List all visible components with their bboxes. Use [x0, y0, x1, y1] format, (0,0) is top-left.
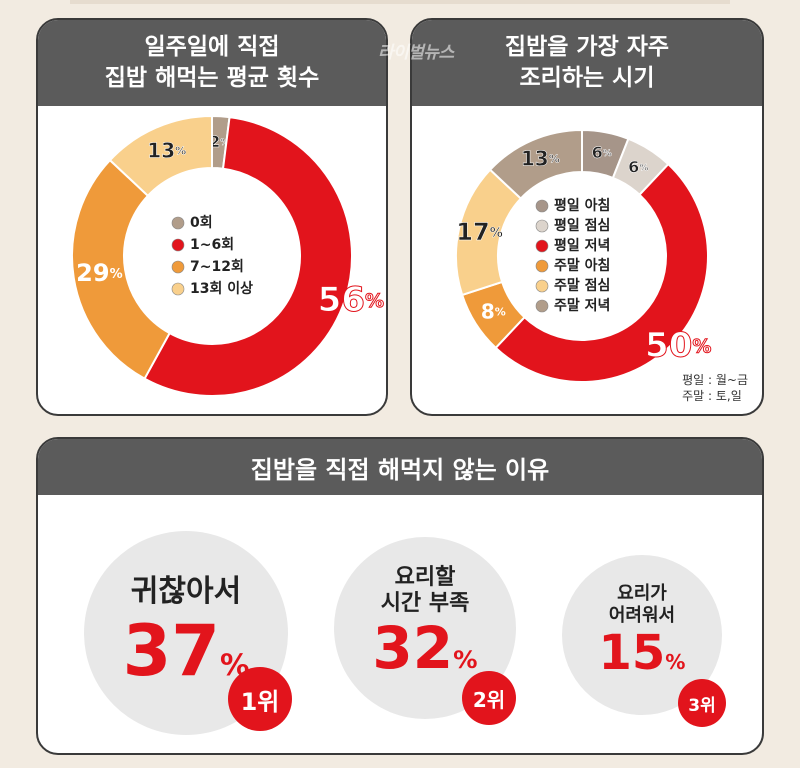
- frequency-donut-chart: 2% 56% 29% 13% 0회 1~6회 7~12회 13회 이상: [71, 114, 385, 397]
- slice-label-5: 13%: [521, 146, 560, 170]
- legend-label-1: 1~6회: [190, 237, 234, 253]
- legend-label-3: 주말 아침: [554, 257, 610, 274]
- slice-label-0: 2%: [209, 132, 229, 151]
- legend-swatch-0: [535, 199, 549, 213]
- legend-swatch-0: [171, 216, 185, 230]
- reason-label: 귀찮아서: [130, 574, 242, 609]
- top-divider: [70, 0, 730, 4]
- legend-swatch-3: [535, 259, 549, 273]
- weekly-frequency-panel: 일주일에 직접 집밥 해먹는 평균 횟수 2% 56% 29% 13% 0회 1~6회 7~…: [36, 18, 388, 416]
- slice-label-2: 29%: [76, 259, 122, 287]
- weekday-weekend-note: 평일 : 월~금 주말 : 토,일: [682, 372, 748, 404]
- panel-header: 집밥을 직접 해먹지 않는 이유: [38, 439, 762, 495]
- legend-label-3: 13회 이상: [190, 280, 253, 297]
- slice-label-3: 13%: [147, 138, 186, 162]
- legend-label-5: 주말 저녁: [554, 298, 610, 314]
- panel-header: 일주일에 직접 집밥 해먹는 평균 횟수: [38, 20, 386, 106]
- slice-label-4: 17%: [456, 218, 502, 246]
- panel-title-line1: 집밥을 가장 자주: [504, 34, 670, 60]
- legend-swatch-1: [171, 238, 185, 252]
- legend-label-4: 주말 점심: [554, 277, 610, 294]
- legend-label-0: 0회: [190, 215, 213, 231]
- donut-slice-5: [488, 128, 583, 200]
- note-line2: 주말 : 토,일: [682, 389, 742, 403]
- reason-label-line1: 요리할: [394, 565, 456, 590]
- slice-label-3: 8%: [481, 299, 506, 323]
- legend-label-2: 7~12회: [190, 259, 244, 275]
- slice-label-0: 6%: [592, 142, 612, 161]
- reasons-panel: 집밥을 직접 해먹지 않는 이유 귀찮아서 37% 1위 요리할 시간 부족 3…: [36, 437, 764, 755]
- rank-badge-3: 3위: [678, 679, 726, 727]
- rank-badge-2: 2위: [462, 671, 516, 725]
- donut-slice-3: [108, 114, 213, 198]
- panel-title-line2: 조리하는 시기: [519, 65, 655, 91]
- legend-label-1: 평일 점심: [554, 217, 610, 234]
- legend-swatch-1: [535, 219, 549, 233]
- panel-title: 집밥을 직접 해먹지 않는 이유: [250, 455, 550, 484]
- reason-label-line2: 시간 부족: [380, 591, 470, 616]
- reason-label-line2: 어려워서: [608, 604, 676, 626]
- slice-label-1: 56%: [318, 280, 384, 320]
- slice-label-1: 6%: [628, 157, 648, 176]
- reason-circle-3: 요리가 어려워서 15%: [562, 555, 722, 715]
- legend-label-0: 평일 아침: [554, 197, 610, 214]
- donut-slice-1: [143, 115, 353, 397]
- donut-slice-2: [494, 162, 709, 383]
- panel-title-line2: 집밥 해먹는 평균 횟수: [104, 65, 320, 91]
- legend-swatch-5: [535, 299, 549, 313]
- panel-title-line1: 일주일에 직접: [144, 34, 280, 60]
- slice-label-2: 50%: [645, 325, 711, 365]
- legend-swatch-3: [171, 282, 185, 296]
- legend-label-2: 평일 저녁: [554, 237, 610, 254]
- note-line1: 평일 : 월~금: [682, 373, 748, 387]
- panel-header: 집밥을 가장 자주 조리하는 시기: [412, 20, 762, 106]
- rank-badge-1: 1위: [228, 667, 292, 731]
- reason-percent: 32%: [372, 614, 478, 682]
- reason-label-line1: 요리가: [617, 582, 667, 604]
- watermark-logo: 라이벌뉴스: [378, 43, 454, 63]
- legend-swatch-2: [171, 260, 185, 274]
- reason-percent: 37%: [122, 610, 250, 692]
- donut-slice-2: [71, 158, 171, 381]
- reason-percent: 15%: [598, 624, 686, 681]
- legend-swatch-4: [535, 279, 549, 293]
- legend-swatch-2: [535, 239, 549, 253]
